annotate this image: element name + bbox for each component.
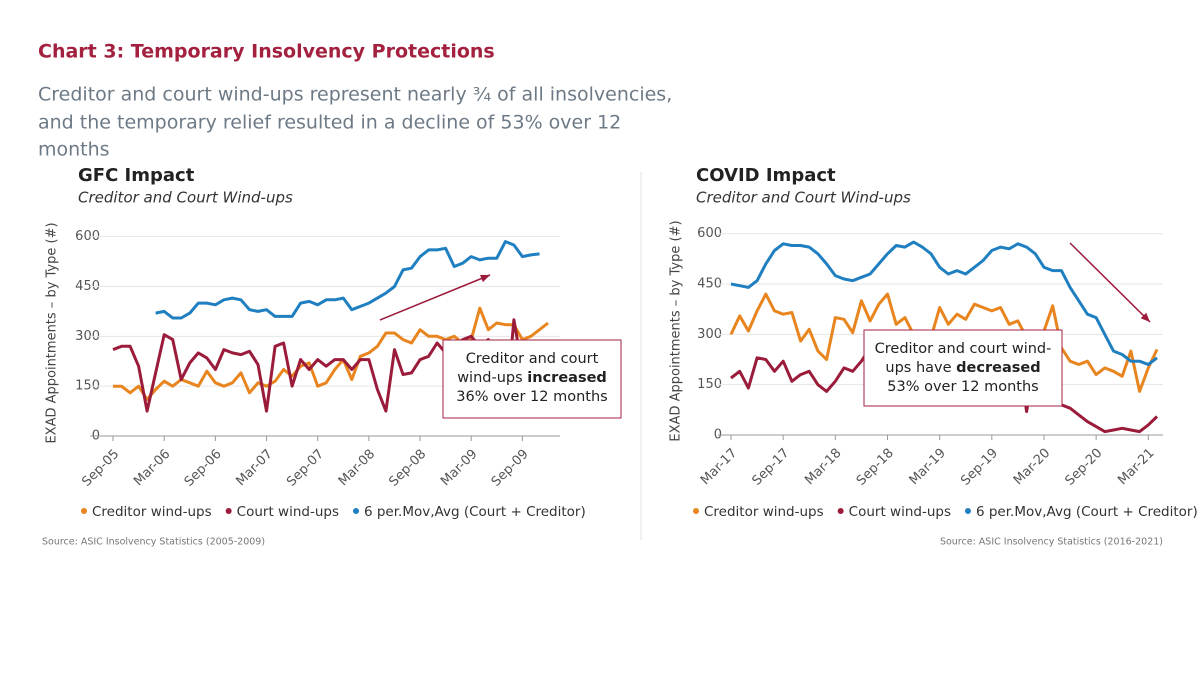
x-tick-label: Sep-08 [386, 447, 429, 490]
x-tick-label: Sep-19 [958, 446, 1001, 489]
legend-label: 6 per.Mov,Avg (Court + Creditor) [976, 504, 1198, 520]
legend-marker [352, 508, 359, 514]
y-tick-label: 300 [697, 327, 722, 342]
legend-label: Creditor wind-ups [704, 504, 824, 520]
annotation-text: wind-ups increased [457, 370, 607, 386]
annotation-part: wind-ups [457, 370, 527, 386]
chart-title: GFC Impact [78, 165, 195, 186]
x-tick-label: Sep-07 [284, 447, 327, 490]
annotation-text: 53% over 12 months [887, 379, 1038, 395]
line-series [113, 306, 549, 401]
x-tick-label: Sep-09 [489, 447, 532, 490]
annotation-part: Creditor and court wind- [875, 341, 1052, 357]
annotation-text: 36% over 12 months [456, 389, 607, 405]
y-tick-label: 0 [714, 428, 722, 443]
y-tick-label: 150 [75, 379, 100, 394]
legend-label: Court wind-ups [237, 504, 339, 520]
x-tick-label: Mar-09 [438, 447, 480, 489]
trend-arrow [379, 274, 491, 321]
x-tick-label: Mar-21 [1115, 446, 1157, 488]
y-tick-label: 150 [697, 377, 722, 392]
page-subtitle: months [38, 139, 110, 161]
trend-arrow [1069, 242, 1151, 323]
y-tick-label: 300 [75, 329, 100, 344]
page-subtitle: Creditor and court wind-ups represent ne… [38, 84, 672, 106]
x-tick-label: Mar-17 [698, 446, 740, 488]
source-note: Source: ASIC Insolvency Statistics (2005… [42, 537, 265, 548]
line-series [729, 292, 1159, 393]
annotation-part: Creditor and court [466, 351, 599, 367]
annotation-part: ups have [885, 360, 956, 376]
legend-label: Creditor wind-ups [92, 504, 212, 520]
annotation-part: increased [527, 370, 607, 386]
y-tick-label: 450 [75, 279, 100, 294]
chart-subtitle: Creditor and Court Wind-ups [696, 189, 911, 207]
annotation-part: 36% over 12 months [456, 389, 607, 405]
x-tick-label: Mar-20 [1011, 446, 1053, 488]
x-tick-label: Mar-06 [131, 447, 173, 489]
y-axis-label: EXAD Appointments – by Type (#) [669, 220, 684, 441]
arrow-head [1140, 312, 1150, 322]
x-tick-label: Sep-05 [79, 447, 122, 490]
line-series [730, 240, 1158, 366]
x-tick-label: Mar-08 [336, 447, 378, 489]
legend-marker [837, 508, 844, 514]
legend-marker [693, 508, 699, 514]
page-subtitle: and the temporary relief resulted in a d… [38, 112, 621, 134]
chart-subtitle: Creditor and Court Wind-ups [78, 189, 293, 207]
y-tick-label: 600 [697, 226, 722, 241]
line-series [155, 240, 540, 320]
legend-marker [964, 508, 971, 514]
y-axis-label: EXAD Appointments – by Type (#) [45, 222, 60, 443]
annotation-part: 53% over 12 months [887, 379, 1038, 395]
x-tick-label: Mar-19 [907, 446, 949, 488]
x-tick-label: Sep-06 [182, 447, 225, 490]
y-tick-label: 600 [75, 229, 100, 244]
legend-label: Court wind-ups [849, 504, 951, 520]
annotation-text: Creditor and court wind- [875, 341, 1052, 357]
annotation-box [442, 339, 622, 419]
annotation-box [863, 329, 1063, 407]
annotation-text: Creditor and court [466, 351, 599, 367]
annotation-text: ups have decreased [885, 360, 1040, 376]
legend-label: 6 per.Mov,Avg (Court + Creditor) [364, 504, 586, 520]
annotation-part: decreased [956, 360, 1040, 376]
x-tick-label: Sep-18 [854, 446, 897, 489]
x-tick-label: Mar-18 [802, 446, 844, 488]
y-tick-label: 450 [697, 277, 722, 292]
source-note: Source: ASIC Insolvency Statistics (2016… [940, 537, 1163, 548]
legend-marker [81, 508, 87, 514]
x-tick-label: Sep-20 [1062, 446, 1105, 489]
page-title: Chart 3: Temporary Insolvency Protection… [38, 41, 495, 63]
x-tick-label: Mar-07 [233, 447, 275, 489]
arrow-head [480, 274, 490, 283]
line-series [112, 318, 541, 418]
legend-marker [225, 508, 232, 514]
chart-title: COVID Impact [696, 165, 836, 186]
x-tick-label: Sep-17 [750, 446, 793, 489]
